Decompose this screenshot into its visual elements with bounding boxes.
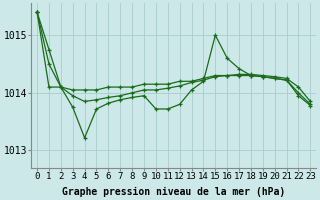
X-axis label: Graphe pression niveau de la mer (hPa): Graphe pression niveau de la mer (hPa) [62,186,285,197]
